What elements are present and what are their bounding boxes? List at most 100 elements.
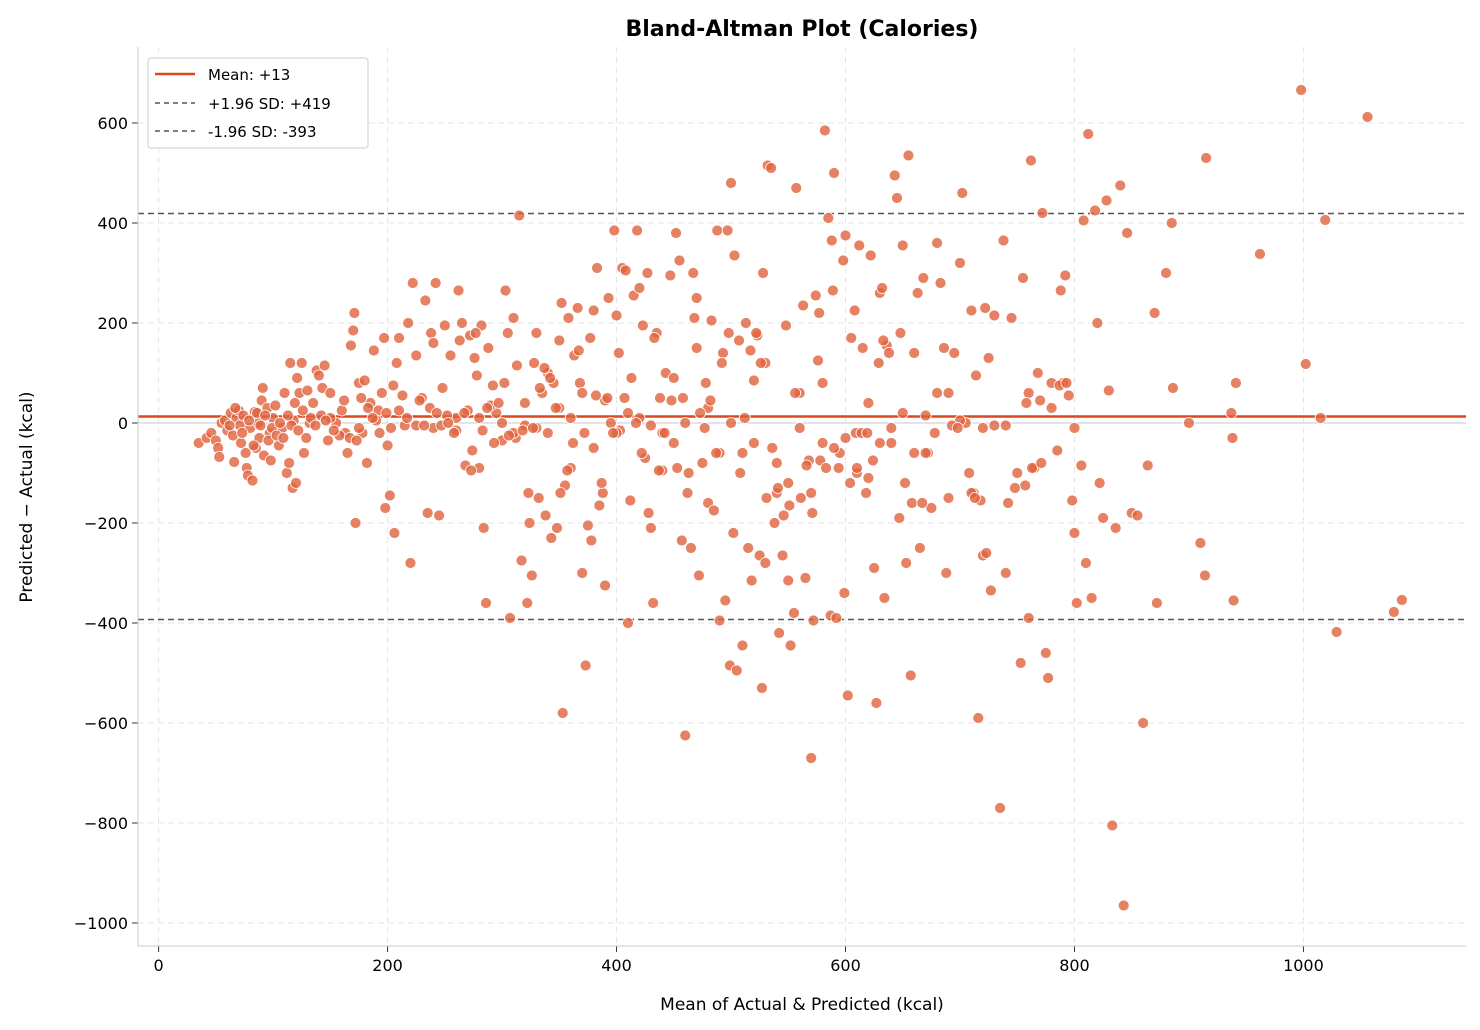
data-point xyxy=(904,669,917,682)
data-point xyxy=(911,287,924,299)
reference-lines xyxy=(138,212,1466,621)
data-point xyxy=(1387,606,1400,618)
data-point xyxy=(366,412,379,424)
data-point xyxy=(246,474,259,487)
data-point xyxy=(832,462,845,474)
data-point xyxy=(675,534,688,547)
data-point xyxy=(984,584,997,597)
data-point xyxy=(582,519,594,532)
data-point xyxy=(393,332,405,344)
data-point xyxy=(919,447,932,459)
data-point xyxy=(587,304,600,317)
data-point xyxy=(748,374,760,387)
y-tick-label: −1000 xyxy=(74,914,128,933)
data-point xyxy=(642,507,655,519)
data-point xyxy=(867,454,879,467)
data-point xyxy=(721,224,734,237)
data-point xyxy=(736,447,749,459)
data-point xyxy=(379,502,392,514)
legend-lower-sd-label: -1.96 SD: -393 xyxy=(208,123,317,141)
data-point xyxy=(688,312,701,324)
data-point xyxy=(1036,207,1049,219)
data-point xyxy=(292,424,305,437)
data-point xyxy=(728,249,741,262)
data-point xyxy=(799,572,812,584)
data-point xyxy=(999,567,1012,579)
axes: 0 200 400 600 800 1000 −1000 −800 −600 −400 −200 0 2… xyxy=(74,47,1466,975)
data-point xyxy=(696,457,709,469)
data-point xyxy=(830,612,843,624)
data-point xyxy=(877,334,890,347)
data-point xyxy=(698,422,711,434)
data-point xyxy=(468,352,481,364)
data-point xyxy=(1059,269,1072,282)
data-point xyxy=(381,439,394,452)
data-point xyxy=(362,402,375,414)
data-point xyxy=(1106,819,1119,832)
data-point xyxy=(742,542,755,554)
data-point xyxy=(979,302,992,314)
data-point xyxy=(393,404,405,417)
data-point xyxy=(593,499,606,512)
data-point xyxy=(980,547,993,559)
y-tick-label: −600 xyxy=(84,714,128,733)
data-point xyxy=(1014,657,1027,669)
data-point xyxy=(970,369,982,382)
data-point xyxy=(480,597,492,609)
data-point xyxy=(828,442,840,454)
data-point xyxy=(572,344,585,357)
data-point xyxy=(1005,312,1018,324)
data-point xyxy=(1062,389,1075,402)
data-point xyxy=(853,239,866,252)
data-point xyxy=(940,567,953,579)
data-point xyxy=(538,362,551,374)
data-point xyxy=(1114,179,1127,192)
data-point xyxy=(963,467,976,479)
data-point xyxy=(757,267,769,279)
data-point xyxy=(358,374,371,387)
data-point xyxy=(1091,317,1104,329)
data-point xyxy=(1080,557,1092,569)
data-point xyxy=(477,522,490,534)
data-point xyxy=(571,302,584,314)
data-point xyxy=(1150,597,1163,609)
data-point xyxy=(511,359,523,372)
data-point xyxy=(891,192,903,204)
data-point xyxy=(759,557,772,569)
data-point xyxy=(324,387,337,399)
data-point xyxy=(335,404,348,417)
data-point xyxy=(839,229,852,242)
data-point xyxy=(740,317,752,329)
data-point xyxy=(228,456,241,468)
data-point xyxy=(406,277,419,289)
data-point xyxy=(418,419,431,432)
data-point xyxy=(710,447,723,459)
data-point xyxy=(348,307,361,319)
data-point xyxy=(1025,154,1037,167)
data-point xyxy=(756,682,768,694)
data-point xyxy=(1093,477,1106,489)
data-point xyxy=(503,429,515,442)
data-point xyxy=(782,477,795,489)
data-point xyxy=(654,392,666,404)
data-point xyxy=(1199,569,1211,582)
data-point xyxy=(530,327,543,339)
data-point xyxy=(860,487,873,499)
data-point xyxy=(401,412,413,424)
data-point xyxy=(578,427,591,439)
data-point xyxy=(805,752,818,764)
data-point xyxy=(1299,358,1312,370)
data-point xyxy=(997,234,1010,247)
data-point xyxy=(839,432,852,444)
data-point xyxy=(1295,84,1308,96)
data-point xyxy=(667,437,680,449)
data-point xyxy=(1314,412,1327,424)
data-point xyxy=(914,542,926,554)
data-point xyxy=(797,299,810,312)
data-point xyxy=(522,487,535,499)
data-point xyxy=(1226,432,1239,444)
data-point xyxy=(527,422,539,434)
data-point xyxy=(576,387,589,399)
data-point xyxy=(486,379,499,392)
data-point xyxy=(378,332,391,344)
